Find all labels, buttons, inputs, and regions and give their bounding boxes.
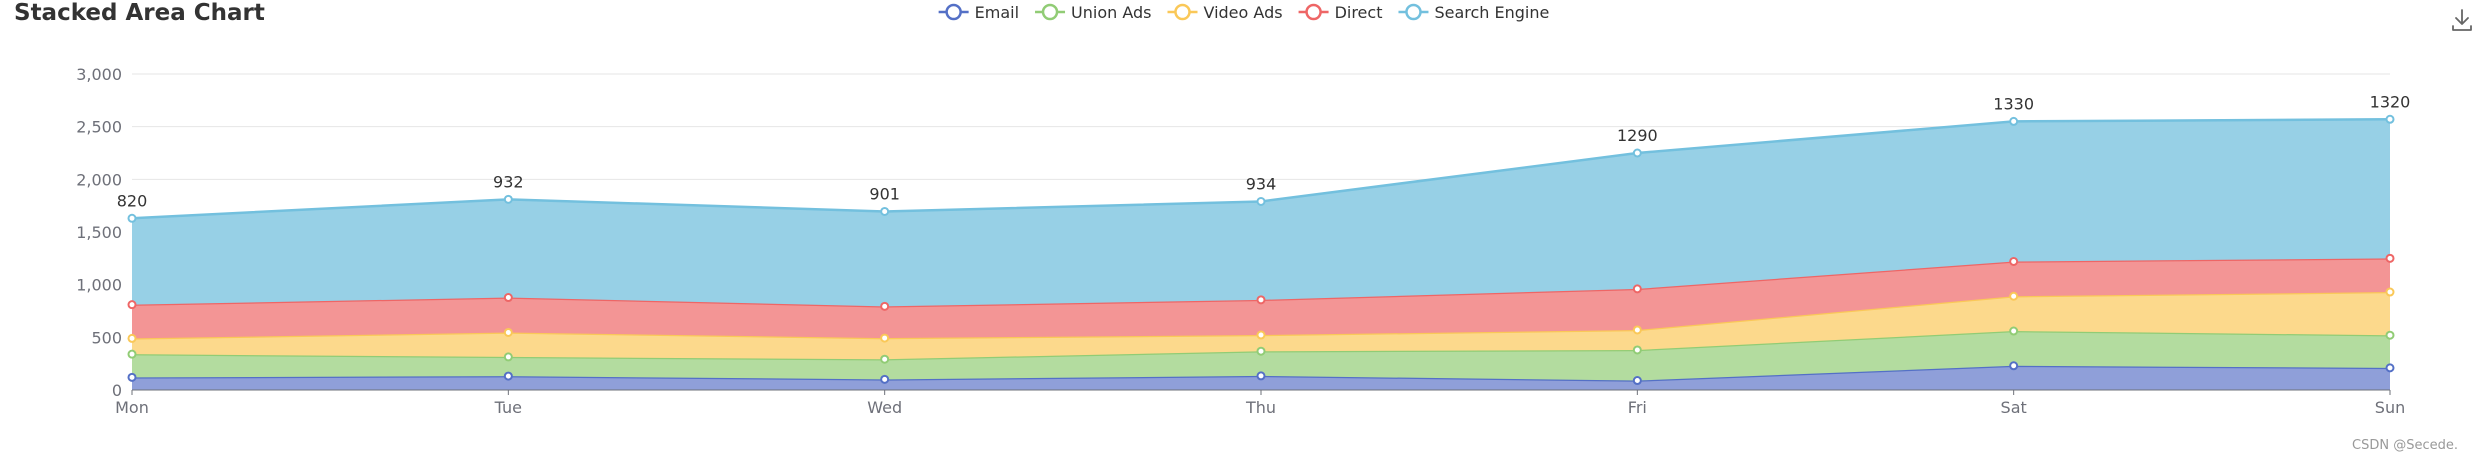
data-label: 1290 xyxy=(1617,126,1658,145)
data-point xyxy=(2385,253,2395,263)
y-tick-label: 2,000 xyxy=(76,170,122,189)
x-tick-label: Sat xyxy=(2001,398,2027,417)
data-point xyxy=(2009,361,2019,371)
data-point xyxy=(1256,346,1266,356)
legend-label: Email xyxy=(975,3,1019,22)
y-tick-label: 3,000 xyxy=(76,65,122,84)
legend-label: Search Engine xyxy=(1434,3,1549,22)
area-search-engine xyxy=(132,119,2390,307)
legend-item-union-ads[interactable]: Union Ads xyxy=(1035,3,1151,22)
data-point xyxy=(1632,284,1642,294)
data-label: 1320 xyxy=(2370,92,2411,111)
data-point xyxy=(1632,325,1642,335)
legend-marker-icon xyxy=(1174,3,1191,21)
data-point xyxy=(1256,295,1266,305)
data-point xyxy=(1256,330,1266,340)
data-point xyxy=(2385,330,2395,340)
data-point xyxy=(503,293,513,303)
x-tick-label: Wed xyxy=(867,398,902,417)
y-tick-label: 2,500 xyxy=(76,118,122,137)
data-labels: 820 932 901 934 1290 1330 1320 xyxy=(117,92,2411,210)
x-tick-label: Tue xyxy=(494,398,522,417)
data-point xyxy=(880,301,890,311)
legend-item-video-ads[interactable]: Video Ads xyxy=(1167,3,1283,22)
area-union-ads xyxy=(132,331,2390,381)
data-point xyxy=(127,372,137,382)
data-point xyxy=(880,374,890,384)
data-point xyxy=(880,354,890,364)
x-tick-label: Thu xyxy=(1245,398,1276,417)
data-point xyxy=(503,371,513,381)
x-tick-label: Fri xyxy=(1628,398,1647,417)
legend-label: Union Ads xyxy=(1071,3,1151,22)
x-tick-label: Sun xyxy=(2375,398,2405,417)
data-point xyxy=(1632,345,1642,355)
data-point xyxy=(503,194,513,204)
data-point xyxy=(880,206,890,216)
axes: 0 500 1,000 1,500 2,000 2,500 3,000 Mon Tue Wed Th… xyxy=(76,65,2405,417)
data-label: 1330 xyxy=(1993,94,2034,113)
y-tick-label: 1,500 xyxy=(76,223,122,242)
area-video-ads xyxy=(132,292,2390,360)
data-point xyxy=(880,333,890,343)
legend-label: Video Ads xyxy=(1203,3,1282,22)
y-tick-label: 0 xyxy=(112,381,122,400)
data-label: 820 xyxy=(117,191,148,210)
legend-label: Direct xyxy=(1335,3,1383,22)
legend-marker-icon xyxy=(945,3,962,21)
legend-marker-icon xyxy=(1405,3,1422,21)
data-point xyxy=(127,349,137,359)
y-tick-label: 500 xyxy=(91,328,122,347)
data-point xyxy=(127,300,137,310)
data-point xyxy=(127,213,137,223)
x-tick-label: Mon xyxy=(115,398,149,417)
chart-title: Stacked Area Chart xyxy=(14,0,265,26)
download-icon xyxy=(2452,9,2472,31)
data-point xyxy=(127,333,137,343)
data-point xyxy=(2385,363,2395,373)
data-label: 934 xyxy=(1246,174,1277,193)
data-point xyxy=(2009,291,2019,301)
data-point xyxy=(2009,256,2019,266)
data-label: 932 xyxy=(493,172,524,191)
data-point xyxy=(2385,114,2395,124)
y-tick-label: 1,000 xyxy=(76,276,122,295)
legend: Email Union Ads Video Ads Direct Search Engi… xyxy=(938,3,1549,22)
legend-item-search-engine[interactable]: Search Engine xyxy=(1398,3,1549,22)
data-point xyxy=(2009,326,2019,336)
watermark: CSDN @Secede. xyxy=(2352,438,2458,453)
legend-item-direct[interactable]: Direct xyxy=(1298,3,1383,22)
data-point xyxy=(1256,371,1266,381)
data-point xyxy=(2009,116,2019,126)
data-point xyxy=(2385,287,2395,297)
data-point xyxy=(503,352,513,362)
data-point xyxy=(1632,148,1642,158)
data-label: 901 xyxy=(869,184,900,203)
legend-item-email[interactable]: Email xyxy=(938,3,1019,22)
data-point xyxy=(1256,196,1266,206)
legend-marker-icon xyxy=(1041,3,1059,21)
area-direct xyxy=(132,258,2390,339)
data-point xyxy=(503,327,513,337)
legend-marker-icon xyxy=(1305,3,1322,21)
data-points xyxy=(127,114,2395,386)
data-point xyxy=(1632,376,1642,386)
download-button[interactable] xyxy=(2448,6,2476,34)
